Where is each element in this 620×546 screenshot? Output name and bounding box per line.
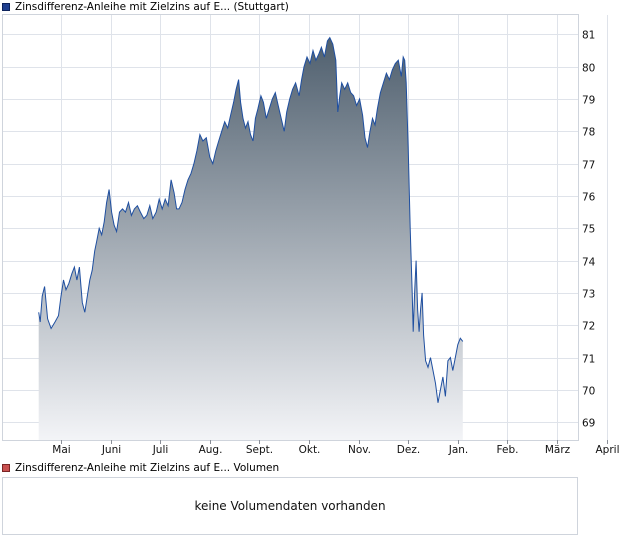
legend-price-label: Zinsdifferenz-Anleihe mit Zielzins auf E… bbox=[15, 1, 289, 13]
y-tick-label: 70 bbox=[582, 386, 595, 398]
y-tick-label: 69 bbox=[582, 418, 595, 430]
legend-price: Zinsdifferenz-Anleihe mit Zielzins auf E… bbox=[2, 0, 289, 14]
x-tick-label: März bbox=[545, 444, 571, 456]
y-tick-label: 71 bbox=[582, 354, 595, 366]
volume-swatch-icon bbox=[2, 464, 10, 472]
y-tick-label: 75 bbox=[582, 224, 595, 236]
price-area bbox=[38, 37, 463, 440]
x-tick-label: Jan. bbox=[448, 444, 469, 456]
x-tick-label: Mai bbox=[52, 444, 70, 456]
y-tick-label: 80 bbox=[582, 63, 595, 75]
x-axis: Mai Juni Juli Aug. Sept. Okt. Nov. Dez. Jan. Feb.… bbox=[52, 440, 620, 456]
y-tick-label: 77 bbox=[582, 160, 595, 172]
price-swatch-icon bbox=[2, 3, 10, 11]
y-tick-label: 79 bbox=[582, 95, 595, 107]
x-tick-label: April bbox=[596, 444, 620, 456]
x-tick-label: Nov. bbox=[348, 444, 371, 456]
x-tick-label: Sept. bbox=[246, 444, 273, 456]
legend-volume: Zinsdifferenz-Anleihe mit Zielzins auf E… bbox=[2, 461, 279, 475]
y-tick-label: 72 bbox=[582, 321, 595, 333]
x-tick-label: Juni bbox=[101, 444, 121, 456]
x-tick-label: Feb. bbox=[497, 444, 519, 456]
price-chart: 69 70 71 72 73 74 75 76 77 78 79 80 81 Mai Juni Juli Au… bbox=[2, 14, 620, 456]
no-volume-message: keine Volumendaten vorhanden bbox=[194, 499, 386, 513]
y-tick-label: 74 bbox=[582, 257, 596, 269]
plot-frame bbox=[2, 14, 579, 441]
price-line bbox=[38, 36, 464, 403]
y-tick-label: 81 bbox=[582, 30, 595, 42]
x-tick-label: Aug. bbox=[199, 444, 223, 456]
x-tick-label: Okt. bbox=[299, 444, 321, 456]
x-tick-label: Dez. bbox=[397, 444, 420, 456]
y-tick-label: 78 bbox=[582, 127, 595, 139]
volume-panel: keine Volumendaten vorhanden bbox=[2, 477, 578, 535]
x-tick-label: Juli bbox=[152, 444, 169, 456]
y-tick-label: 73 bbox=[582, 289, 595, 301]
legend-volume-label: Zinsdifferenz-Anleihe mit Zielzins auf E… bbox=[15, 462, 280, 474]
y-axis: 69 70 71 72 73 74 75 76 77 78 79 80 81 bbox=[582, 30, 596, 430]
y-tick-label: 76 bbox=[582, 192, 596, 204]
